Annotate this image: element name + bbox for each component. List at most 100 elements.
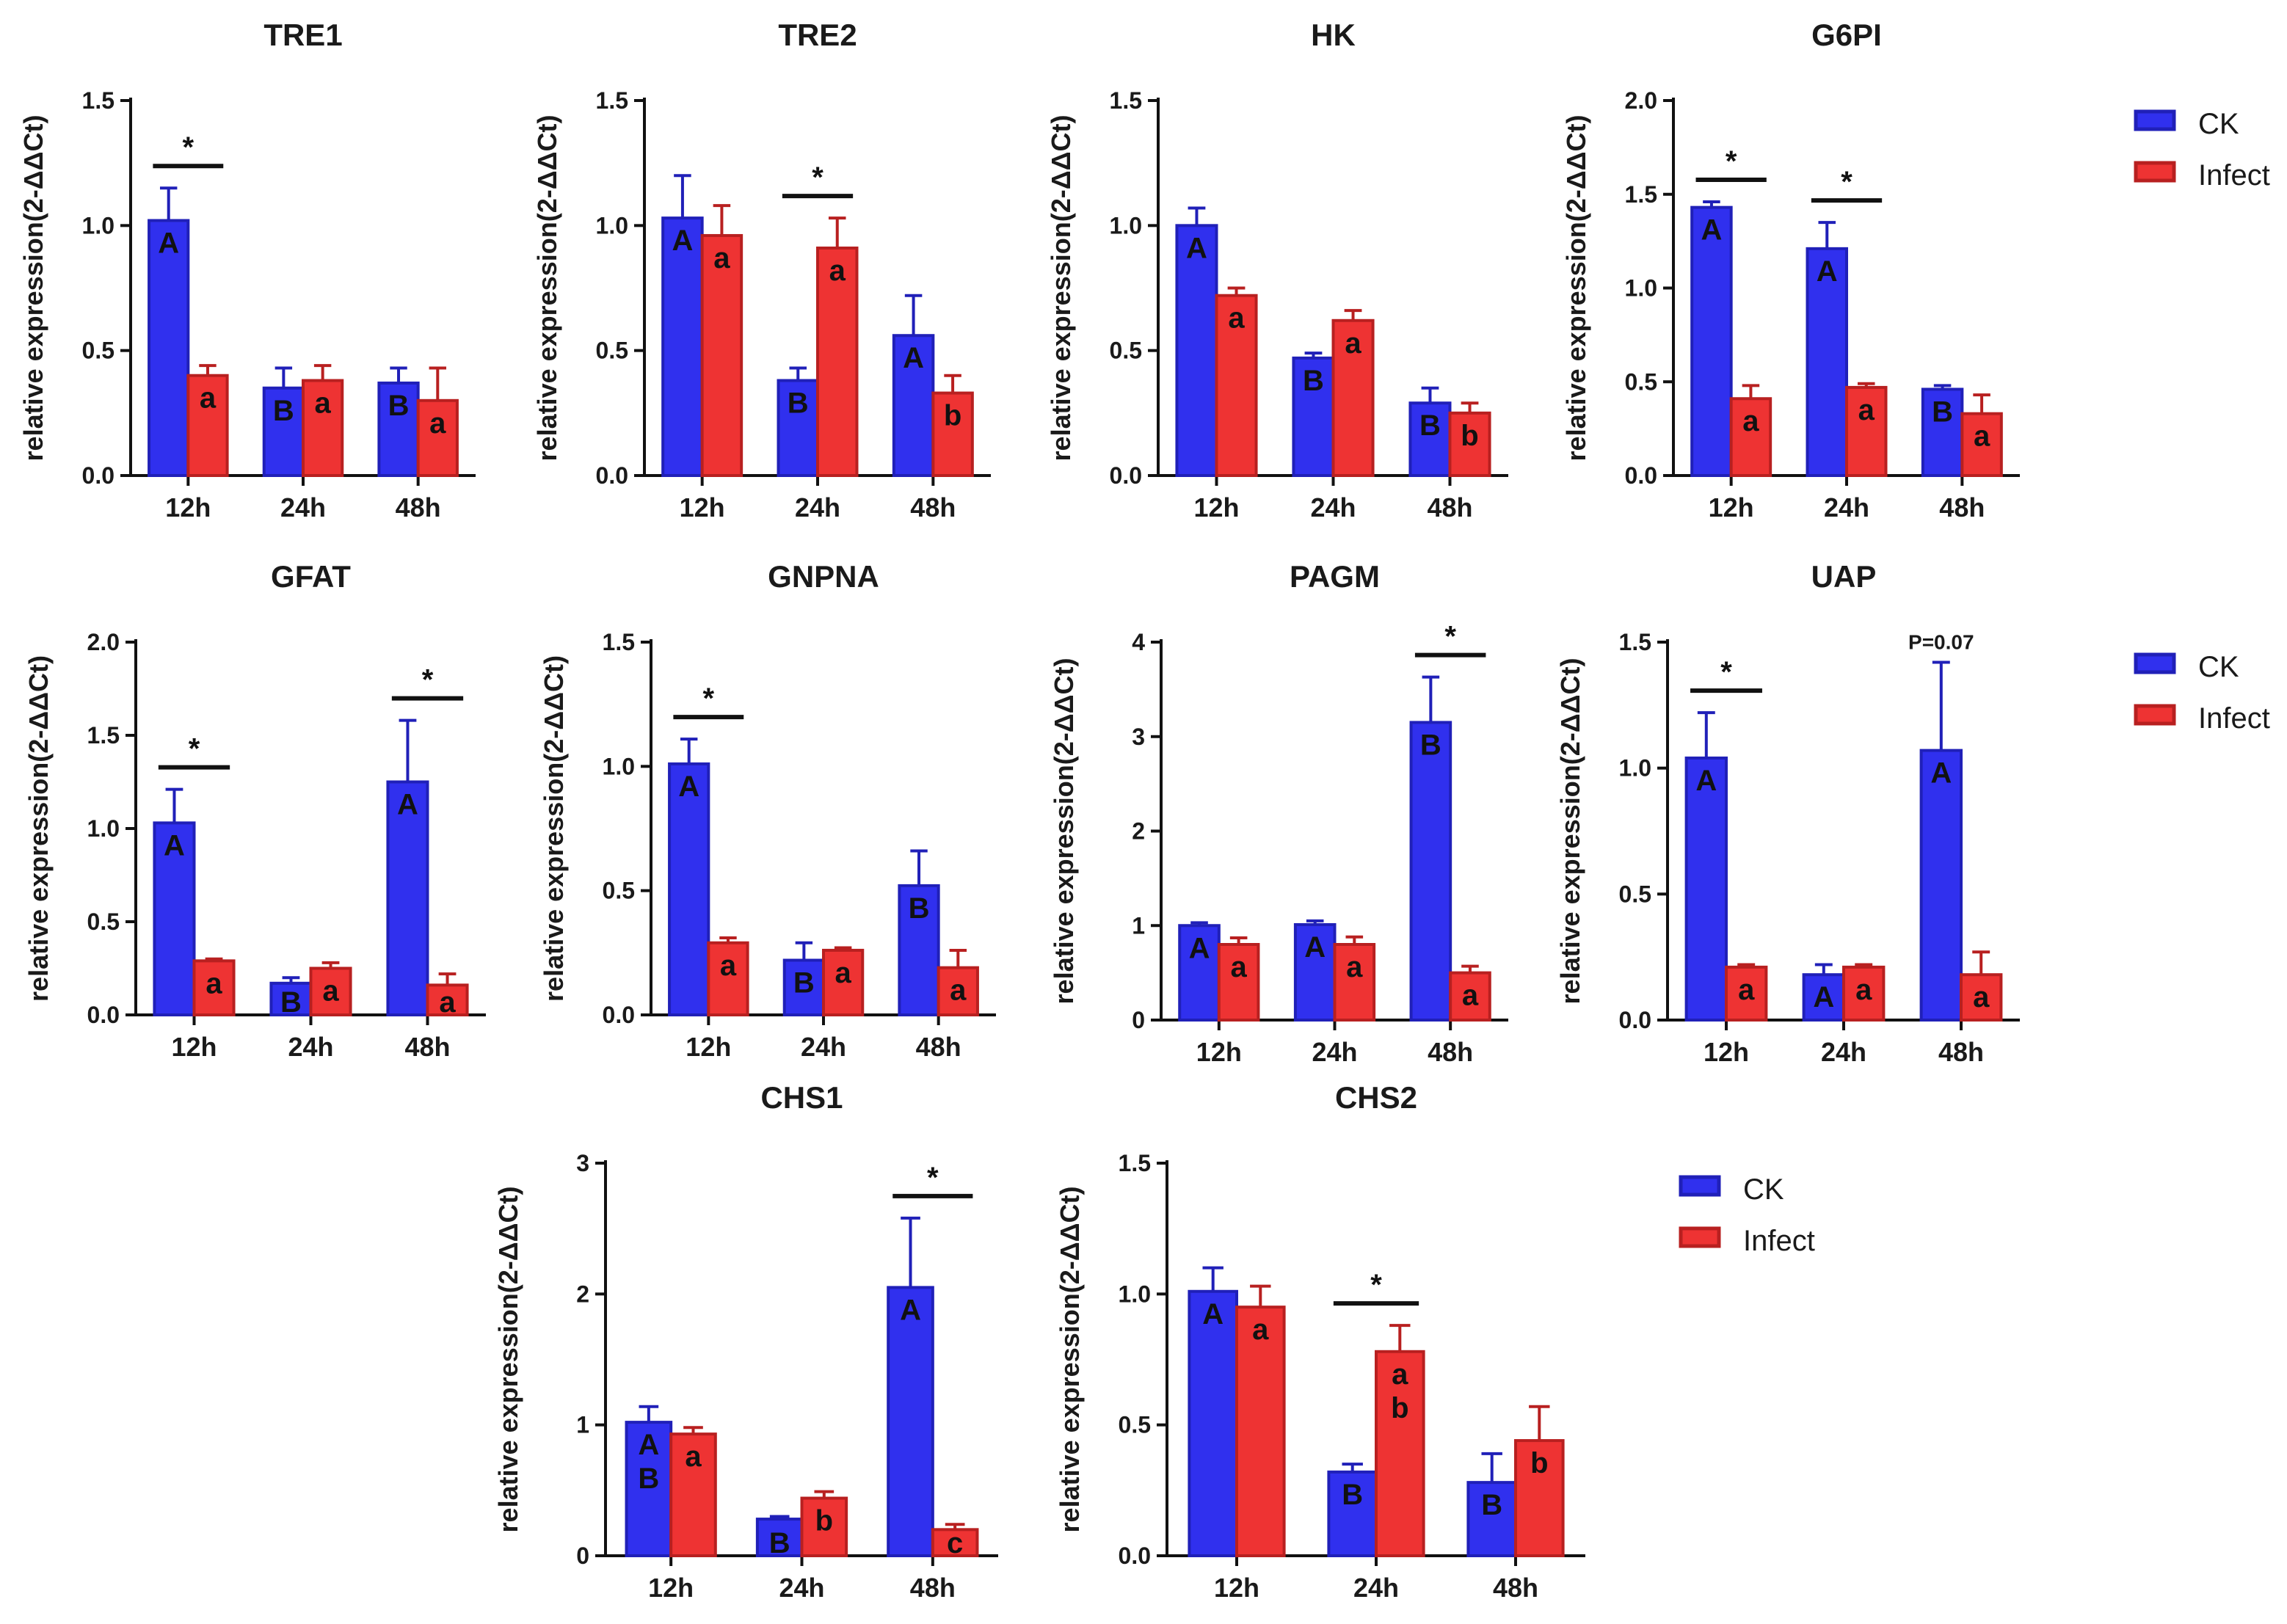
x-tick-label: 48h [1938, 1037, 1984, 1067]
significance-star: * [703, 682, 715, 715]
legend-swatch-infect [1679, 1226, 1721, 1248]
group-letter: B [638, 1463, 659, 1495]
y-tick-label: 0.0 [82, 462, 114, 489]
bar-ck-48h [386, 780, 429, 1016]
chart-title: TRE2 [778, 18, 857, 52]
group-letter: b [944, 400, 961, 432]
y-tick-label: 0.0 [87, 1002, 120, 1028]
group-letter: A [900, 1294, 921, 1326]
group-letter: a [950, 975, 967, 1007]
significance-star: * [927, 1162, 939, 1194]
y-tick-label: 0.0 [603, 1002, 635, 1028]
y-tick-label: 2.0 [1625, 87, 1657, 114]
y-axis-label: relative expression(2-ΔΔCt) [493, 1187, 523, 1533]
bar-ck-12h [1188, 1289, 1239, 1558]
legend-label: Infect [2198, 702, 2270, 735]
y-tick-label: 1.0 [82, 212, 114, 238]
group-letter: B [909, 892, 930, 925]
y-tick-label: 1 [1132, 912, 1145, 939]
bar-infect-12h [669, 1432, 717, 1558]
bar-ck-24h [777, 379, 820, 478]
group-letter: B [280, 986, 302, 1019]
legend-swatch-ck [1679, 1175, 1721, 1197]
group-letter: A [1817, 255, 1838, 288]
group-letter: a [429, 407, 446, 440]
bar-ck-12h [661, 216, 704, 477]
y-tick-label: 1.5 [596, 87, 628, 114]
group-letter: A [903, 342, 924, 374]
bar-infect-48h [931, 1528, 979, 1557]
y-axis-label: relative expression(2-ΔΔCt) [1555, 658, 1585, 1005]
y-tick-label: 0.0 [1119, 1543, 1151, 1569]
x-tick-label: 48h [396, 492, 441, 522]
bar-infect-12h [1217, 943, 1260, 1022]
group-letter: A [638, 1429, 659, 1461]
group-letter: A [678, 771, 699, 803]
x-tick-label: 24h [795, 492, 840, 522]
group-letter: A [1304, 931, 1326, 964]
x-tick-label: 12h [1704, 1037, 1749, 1067]
group-letter: B [769, 1527, 790, 1559]
group-letter: a [1462, 980, 1479, 1012]
legend-label: CK [2198, 108, 2239, 140]
group-letter: A [672, 225, 693, 257]
group-letter: A [1930, 757, 1952, 790]
y-tick-label: 0 [1132, 1007, 1145, 1033]
y-tick-label: 0.5 [1110, 338, 1142, 364]
x-tick-label: 24h [1312, 1037, 1357, 1067]
significance-star: * [1444, 621, 1456, 653]
legend: CK Infect [2134, 108, 2270, 192]
group-letter: B [1481, 1489, 1502, 1521]
y-tick-label: 1.5 [1119, 1150, 1151, 1176]
bar-infect-24h [1842, 965, 1886, 1022]
group-letter: A [1701, 214, 1722, 247]
legend: CK Infect [1679, 1173, 1815, 1257]
group-letter: B [1420, 729, 1441, 761]
group-letter: a [439, 986, 456, 1019]
group-letter: b [1461, 420, 1478, 452]
bar-infect-12h [186, 374, 229, 477]
x-tick-label: 48h [1428, 1037, 1473, 1067]
y-tick-label: 1.0 [1625, 275, 1657, 302]
chart-panel-tre2: TRE2 relative expression(2-ΔΔCt) 0.0 0.5 1.0… [532, 18, 991, 522]
significance-star: * [422, 664, 434, 696]
bar-ck-24h [782, 958, 825, 1016]
y-tick-label: 2.0 [87, 629, 120, 655]
y-axis-label: relative expression(2-ΔΔCt) [23, 655, 54, 1002]
group-letter: B [1342, 1479, 1363, 1511]
y-tick-label: 0.5 [87, 909, 120, 935]
group-letter: A [164, 829, 185, 862]
group-letter: A [1813, 981, 1834, 1013]
legend-label: CK [1743, 1173, 1784, 1206]
bar-ck-48h [887, 1286, 934, 1557]
y-tick-label: 0.0 [596, 462, 628, 489]
group-letter: B [788, 387, 809, 420]
bar-ck-24h [269, 981, 313, 1016]
legend-swatch-ck [2134, 652, 2176, 674]
significance-star: * [1370, 1269, 1382, 1301]
bar-infect-12h [1725, 965, 1768, 1022]
y-tick-label: 0.5 [596, 338, 628, 364]
chart-title: CHS1 [760, 1080, 843, 1115]
group-letter: A [158, 227, 179, 260]
y-tick-label: 2 [1132, 818, 1145, 845]
x-tick-label: 12h [1196, 1037, 1242, 1067]
group-letter: B [388, 390, 410, 422]
bar-ck-48h [1409, 721, 1452, 1022]
x-tick-label: 48h [1493, 1573, 1538, 1603]
chart-panel-hk: HK relative expression(2-ΔΔCt) 0.0 0.5 1.0 1.… [1046, 18, 1508, 522]
group-letter: c [947, 1527, 963, 1559]
y-tick-label: 1.5 [1619, 629, 1651, 655]
y-axis-label: relative expression(2-ΔΔCt) [1046, 115, 1076, 462]
y-axis-label: relative expression(2-ΔΔCt) [1561, 115, 1591, 462]
y-tick-label: 1.5 [87, 722, 120, 749]
group-letter: B [1303, 365, 1324, 397]
chart-panel-gfat: GFAT relative expression(2-ΔΔCt) 0.0 0.5 1.0… [23, 559, 486, 1062]
y-tick-label: 1.5 [603, 629, 635, 655]
bar-infect-48h [1449, 971, 1491, 1022]
bar-ck-12h [1684, 756, 1728, 1022]
bar-infect-12h [1235, 1306, 1286, 1557]
y-tick-label: 1.0 [87, 815, 120, 842]
chart-panel-g6pi: G6PI relative expression(2-ΔΔCt) 0.0 0.5 1.0… [1561, 18, 2020, 522]
